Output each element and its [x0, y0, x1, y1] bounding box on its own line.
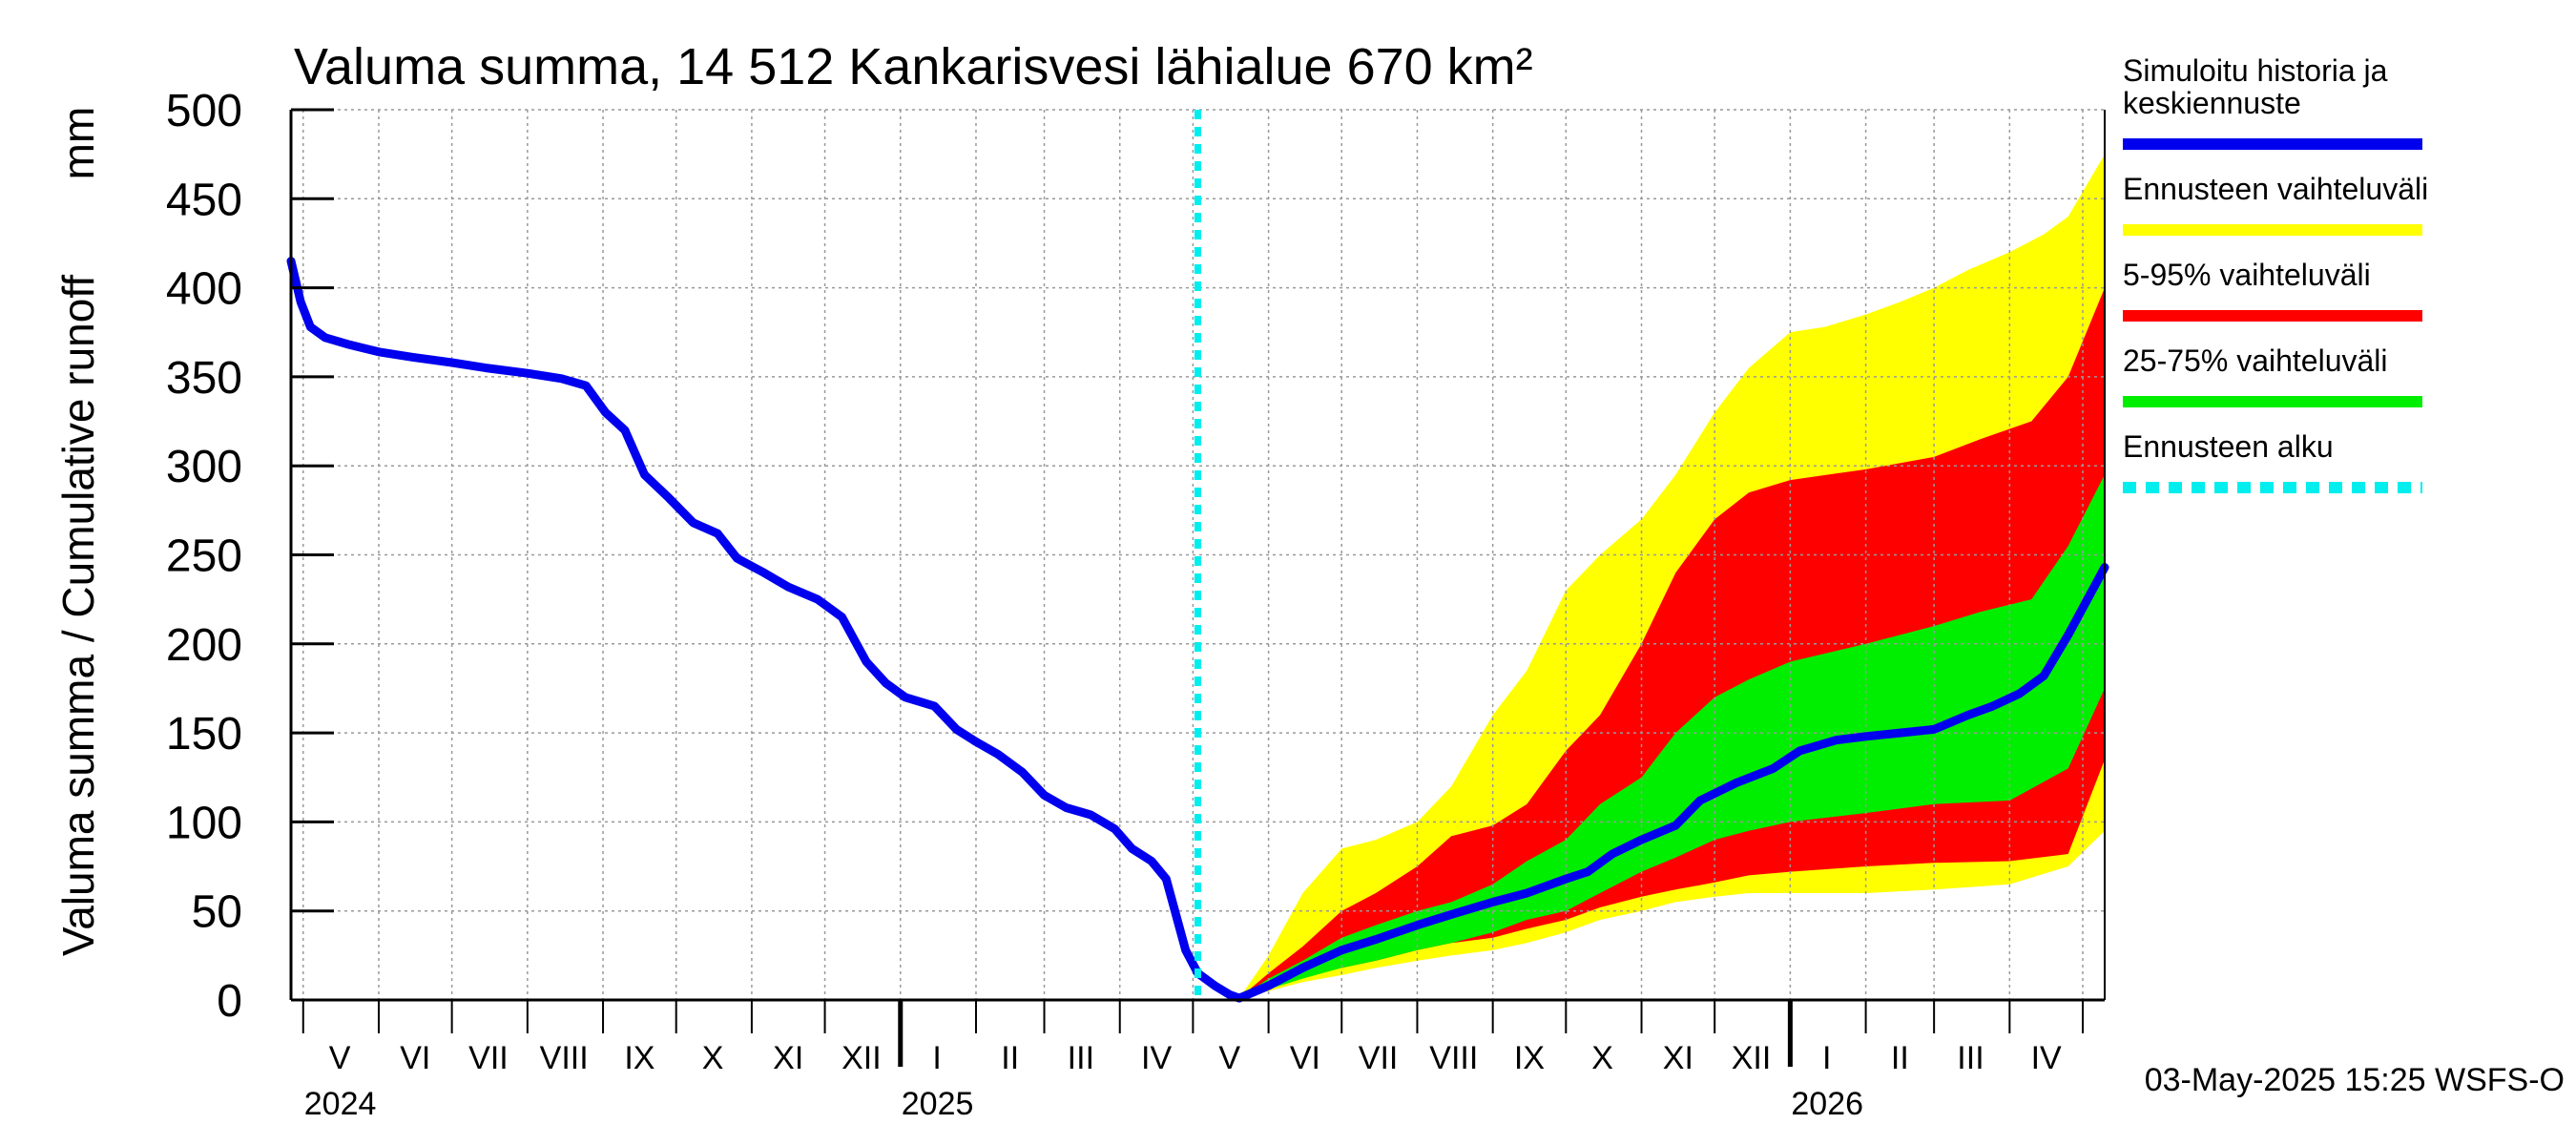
month-label-9: I [932, 1040, 941, 1076]
month-label-10: II [1001, 1040, 1019, 1076]
month-label-2: VI [400, 1040, 430, 1076]
y-tick-label-100: 100 [166, 798, 242, 848]
y-axis-label: Valuma summa / Cumulative runoff [53, 275, 103, 956]
month-label-7: XI [773, 1040, 803, 1076]
month-label-8: XII [841, 1040, 882, 1076]
y-tick-label-150: 150 [166, 709, 242, 760]
legend-label-1-1: Simuloitu historia ja [2123, 53, 2388, 88]
month-label-14: VI [1290, 1040, 1320, 1076]
month-label-12: IV [1141, 1040, 1172, 1076]
y-axis-unit: mm [53, 107, 103, 180]
chart-title: Valuma summa, 14 512 Kankarisvesi lähial… [294, 38, 1533, 95]
month-label-20: XII [1732, 1040, 1772, 1076]
month-label-15: VII [1359, 1040, 1399, 1076]
month-label-3: VII [468, 1040, 509, 1076]
y-axis-ticks: 0 50 100 150 200 250 300 350 400 450 500 [166, 86, 334, 1027]
y-tick-label-500: 500 [166, 86, 242, 136]
year-label-2024: 2024 [304, 1086, 377, 1122]
year-label-2026: 2026 [1791, 1086, 1863, 1122]
y-tick-label-300: 300 [166, 442, 242, 492]
legend-label-4: 25-75% vaihteluväli [2123, 344, 2388, 378]
legend-label-2: Ennusteen vaihteluväli [2123, 172, 2428, 206]
month-label-24: IV [2031, 1040, 2062, 1076]
y-tick-label-400: 400 [166, 264, 242, 315]
month-label-17: IX [1514, 1040, 1545, 1076]
history-line-group [286, 257, 2109, 1003]
month-label-18: X [1591, 1040, 1613, 1076]
month-label-4: VIII [540, 1040, 589, 1076]
y-tick-label-50: 50 [192, 887, 242, 938]
band-3 [1238, 474, 2105, 999]
month-label-21: I [1822, 1040, 1831, 1076]
x-axis-labels: V VI VII VIII IX X XI XII I II III IV V VI VII VIII IX X X… [301, 1000, 2085, 1122]
history-line [286, 257, 2109, 1003]
y-tick-label-200: 200 [166, 620, 242, 671]
month-label-19: XI [1663, 1040, 1693, 1076]
month-label-5: IX [624, 1040, 654, 1076]
timestamp: 03-May-2025 15:25 WSFS-O [2145, 1062, 2565, 1098]
y-tick-label-450: 450 [166, 175, 242, 225]
forecast-bands [1238, 154, 2105, 999]
legend-label-5: Ennusteen alku [2123, 429, 2334, 464]
legend-label-1-2: keskiennuste [2123, 86, 2301, 120]
y-tick-label-350: 350 [166, 353, 242, 404]
year-label-2025: 2025 [902, 1086, 974, 1122]
month-label-16: VIII [1429, 1040, 1478, 1076]
month-label-1: V [329, 1040, 351, 1076]
y-tick-label-250: 250 [166, 531, 242, 582]
month-label-22: II [1891, 1040, 1909, 1076]
grid-lines [291, 109, 2105, 1000]
month-label-6: X [702, 1040, 724, 1076]
legend-label-3: 5-95% vaihteluväli [2123, 258, 2371, 292]
plot-area [286, 109, 2109, 1003]
month-label-11: III [1068, 1040, 1094, 1076]
y-tick-label-0: 0 [217, 976, 242, 1027]
month-label-23: III [1957, 1040, 1984, 1076]
month-label-13: V [1218, 1040, 1240, 1076]
